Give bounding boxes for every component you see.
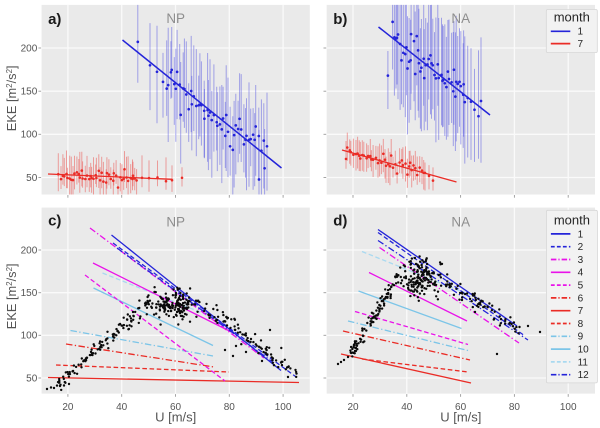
svg-text:c): c) xyxy=(48,212,61,229)
svg-text:50: 50 xyxy=(26,373,38,384)
svg-text:80: 80 xyxy=(224,402,236,413)
svg-text:b): b) xyxy=(333,11,347,28)
svg-text:150: 150 xyxy=(21,87,38,98)
svg-text:60: 60 xyxy=(170,402,182,413)
svg-text:6: 6 xyxy=(578,293,584,304)
svg-text:1: 1 xyxy=(578,229,584,240)
svg-text:100: 100 xyxy=(21,331,38,342)
svg-text:1: 1 xyxy=(578,27,584,38)
svg-text:d): d) xyxy=(333,212,347,229)
svg-text:U [m/s]: U [m/s] xyxy=(440,409,481,424)
svg-text:NA: NA xyxy=(451,214,470,229)
svg-text:40: 40 xyxy=(116,402,128,413)
svg-text:9: 9 xyxy=(578,332,584,343)
svg-text:4: 4 xyxy=(578,268,584,279)
svg-text:EKE [m2/s2]: EKE [m2/s2] xyxy=(4,263,19,329)
svg-text:a): a) xyxy=(48,11,61,28)
svg-text:11: 11 xyxy=(578,357,589,368)
svg-text:60: 60 xyxy=(455,402,467,413)
svg-text:month: month xyxy=(554,9,590,24)
svg-text:EKE [m2/s2]: EKE [m2/s2] xyxy=(4,65,19,131)
svg-text:12: 12 xyxy=(578,370,590,381)
svg-text:U [m/s]: U [m/s] xyxy=(155,409,196,424)
svg-text:40: 40 xyxy=(401,402,413,413)
svg-text:3: 3 xyxy=(578,255,584,266)
svg-text:8: 8 xyxy=(578,319,584,330)
svg-text:5: 5 xyxy=(578,281,584,292)
svg-text:20: 20 xyxy=(62,402,74,413)
svg-text:2: 2 xyxy=(578,242,584,253)
svg-text:100: 100 xyxy=(21,130,38,141)
svg-text:100: 100 xyxy=(275,402,292,413)
svg-text:20: 20 xyxy=(347,402,359,413)
svg-text:NP: NP xyxy=(166,11,185,26)
svg-text:50: 50 xyxy=(26,173,38,184)
svg-text:80: 80 xyxy=(509,402,521,413)
svg-text:7: 7 xyxy=(578,306,584,317)
svg-text:10: 10 xyxy=(578,345,590,356)
svg-text:NA: NA xyxy=(451,11,470,26)
svg-text:month: month xyxy=(554,212,590,227)
svg-text:200: 200 xyxy=(21,43,38,54)
svg-text:100: 100 xyxy=(560,402,577,413)
svg-text:150: 150 xyxy=(21,288,38,299)
svg-text:200: 200 xyxy=(21,245,38,256)
svg-text:7: 7 xyxy=(578,39,584,50)
svg-text:NP: NP xyxy=(166,214,185,229)
